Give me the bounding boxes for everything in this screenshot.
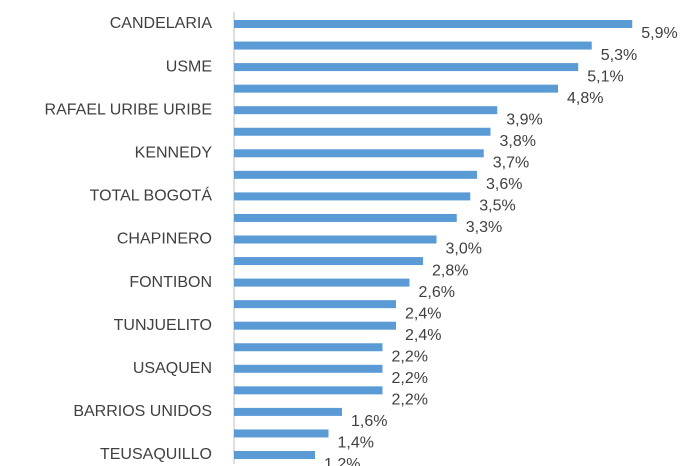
y-tick-label: CHAPINERO: [117, 231, 212, 248]
data-label: 3,3%: [466, 219, 502, 236]
bar: [234, 20, 633, 28]
y-tick-label: USME: [166, 58, 212, 75]
bar: [234, 63, 579, 72]
bar: [234, 364, 383, 373]
data-label: 1,2%: [324, 456, 360, 466]
bar: [234, 321, 396, 330]
bar: [234, 149, 484, 158]
data-label: 3,6%: [486, 176, 522, 193]
data-label: 1,6%: [351, 413, 387, 430]
data-label: 3,7%: [493, 155, 529, 172]
data-label: 2,4%: [405, 327, 441, 344]
data-label: 1,4%: [338, 435, 374, 452]
bar: [234, 257, 423, 266]
bar: [234, 300, 396, 309]
data-label: 2,4%: [405, 305, 441, 322]
y-tick-label: TOTAL BOGOTÁ: [90, 186, 213, 205]
bar: [234, 429, 329, 438]
data-label: 2,2%: [392, 348, 428, 365]
y-tick-label: USAQUEN: [133, 360, 212, 377]
data-label: 3,5%: [479, 198, 515, 215]
y-tick-label: FONTIBON: [129, 274, 212, 291]
bar: [234, 170, 477, 179]
y-tick-label: KENNEDY: [135, 145, 213, 162]
data-label: 2,6%: [419, 284, 455, 301]
bar: [234, 343, 383, 352]
bar: [234, 192, 471, 201]
y-tick-label: CANDELARIA: [110, 15, 213, 32]
y-tick-label: TEUSAQUILLO: [100, 446, 212, 463]
bar: [234, 41, 592, 50]
bar: [234, 278, 410, 287]
bar: [234, 386, 383, 395]
bar: [234, 235, 437, 244]
bar: [234, 451, 315, 459]
data-label: 2,2%: [392, 370, 428, 387]
y-tick-label: BARRIOS UNIDOS: [73, 403, 212, 420]
bar: [234, 407, 342, 416]
data-label: 4,8%: [567, 90, 603, 107]
bar: [234, 127, 491, 136]
data-label: 2,2%: [392, 392, 428, 409]
bar: [234, 84, 558, 93]
data-label: 5,9%: [641, 25, 677, 42]
y-tick-label: RAFAEL URIBE URIBE: [45, 101, 212, 118]
data-label: 3,8%: [500, 133, 536, 150]
data-label: 5,1%: [587, 68, 623, 85]
data-label: 3,0%: [446, 241, 482, 258]
data-label: 5,3%: [601, 47, 637, 64]
bar: [234, 106, 498, 115]
data-label: 3,9%: [506, 111, 542, 128]
data-label: 2,8%: [432, 262, 468, 279]
bar: [234, 213, 457, 222]
y-tick-label: TUNJUELITO: [114, 317, 212, 334]
